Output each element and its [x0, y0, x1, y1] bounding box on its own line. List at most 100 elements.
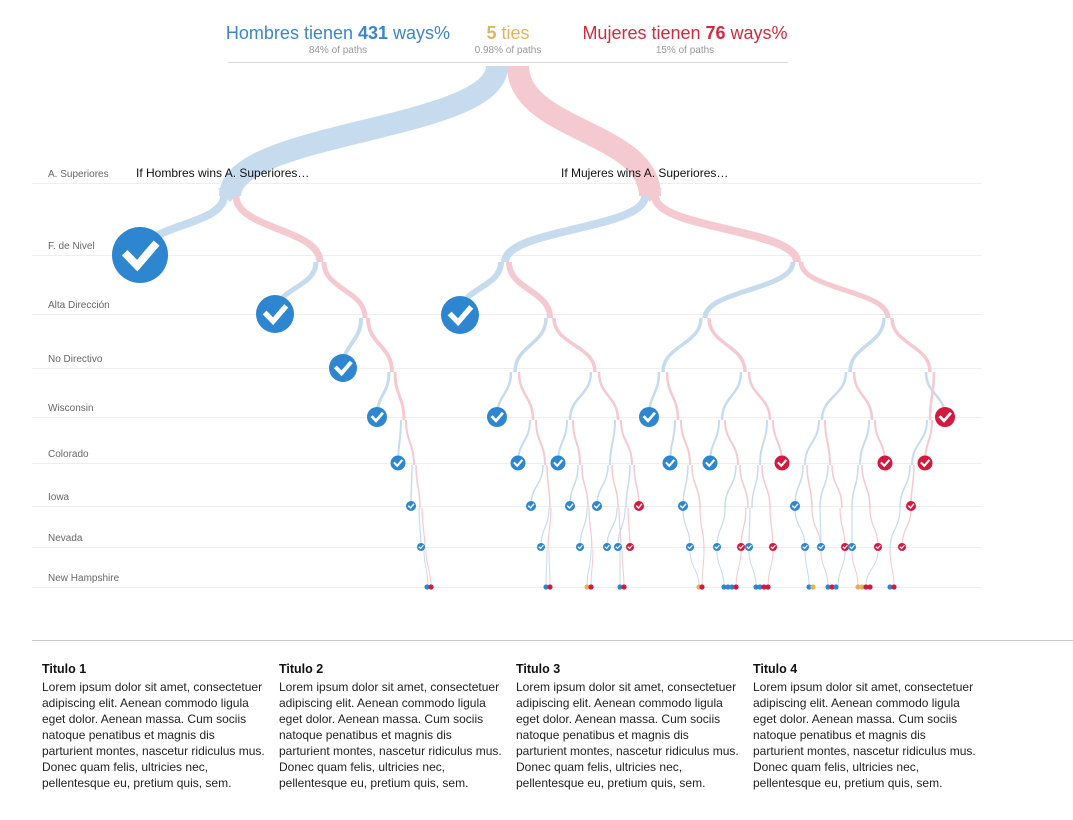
mujeres-win-icon [874, 543, 882, 551]
mujeres-path [321, 261, 368, 319]
check-mark-icon [615, 544, 621, 550]
check-mark-icon [627, 544, 633, 550]
mujeres-path [861, 464, 871, 509]
hombres-path [513, 317, 548, 373]
check-mark-icon [407, 503, 415, 509]
hombres-win-icon [825, 584, 831, 590]
mujeres-path [232, 195, 324, 263]
check-mark-icon [370, 411, 384, 423]
hombres-path [530, 464, 544, 507]
hombres-path [682, 464, 689, 507]
row-label: No Directivo [48, 354, 103, 365]
hombres-win-icon [729, 584, 735, 590]
mujeres-path [910, 464, 915, 507]
column-title: Titulo 2 [279, 662, 324, 676]
mujeres-path [740, 507, 747, 548]
check-mark-icon [714, 544, 720, 550]
row-rule [32, 463, 982, 464]
check-mark-icon [665, 459, 676, 468]
check-mark-icon [770, 544, 776, 550]
hombres-win-icon [543, 584, 549, 590]
mujeres-path [535, 419, 546, 466]
mujeres-win-icon [917, 455, 933, 471]
mujeres-path [651, 194, 801, 264]
hombres-win-icon [526, 501, 536, 511]
hombres-path [579, 507, 588, 548]
check-mark-icon [907, 503, 915, 509]
mujeres-path [680, 419, 691, 466]
mujeres-path [824, 419, 831, 466]
mujeres-path [547, 507, 552, 551]
hombres-path [889, 507, 901, 551]
mujeres-path [724, 419, 739, 466]
hombres-path [689, 549, 700, 588]
mujeres-win-icon [891, 584, 897, 590]
column-body: Lorem ipsum dolor sit amet, consectetuer… [42, 680, 265, 790]
check-mark-icon [577, 544, 583, 550]
mujeres-win-icon [621, 584, 627, 590]
check-mark-icon [121, 240, 160, 272]
mujeres-headline: Mujeres tienen 76 ways% [535, 22, 835, 44]
mujeres-count: 76 [705, 23, 726, 43]
hombres-win-icon [329, 354, 357, 382]
hombres-path [804, 419, 820, 466]
mujeres-win-icon [774, 455, 790, 471]
hombres-win-icon [848, 543, 856, 551]
mujeres-win-icon [626, 543, 634, 551]
hombres-win-icon [817, 543, 825, 551]
tree-nodes [112, 227, 955, 590]
hombres-path [716, 507, 726, 548]
hombres-win-icon [725, 584, 731, 590]
mujeres-win-icon [765, 584, 771, 590]
row-rule [32, 547, 982, 548]
check-mark-icon [553, 459, 564, 468]
hombres-path [820, 371, 848, 421]
header-rule [228, 62, 788, 63]
check-mark-icon [333, 360, 353, 377]
hombres-win-icon [801, 543, 809, 551]
check-mark-icon [642, 411, 656, 423]
mujeres-path [590, 549, 594, 588]
mujeres-path [699, 507, 705, 551]
ties-summary: 5 ties 0.98% of paths [460, 22, 556, 57]
row-label: Colorado [48, 449, 89, 460]
hombres-path [865, 549, 879, 588]
hombres-win-icon [603, 543, 611, 551]
mujeres-path [928, 371, 936, 421]
hombres-win-icon [833, 584, 839, 590]
mujeres-path [506, 261, 553, 319]
check-mark-icon [527, 503, 535, 509]
mujeres-win-icon [699, 584, 705, 590]
ties-count: 5 [486, 23, 497, 43]
hombres-path [751, 464, 759, 509]
hombres-win-icon [614, 543, 622, 551]
text-column-4: Titulo 4 Lorem ipsum dolor sit amet, con… [753, 662, 978, 791]
hombres-win-icon [550, 455, 566, 471]
hombres-win-icon [887, 584, 893, 590]
row-label: Iowa [48, 492, 70, 503]
mujeres-path [393, 371, 406, 421]
mujeres-path [747, 371, 772, 421]
hombres-win-icon [745, 543, 753, 551]
mujeres-win-icon [867, 584, 873, 590]
mujeres-path [548, 549, 551, 588]
mujeres-path [735, 549, 742, 588]
hombres-win-icon [406, 501, 416, 511]
check-mark-icon [802, 544, 808, 550]
mujeres-path [517, 371, 535, 421]
check-mark-icon [738, 544, 744, 550]
mujeres-win-icon [547, 584, 553, 590]
column-body: Lorem ipsum dolor sit amet, consectetuer… [753, 680, 976, 790]
mujeres-summary: Mujeres tienen 76 ways% 15% of paths [535, 22, 835, 57]
mujeres-path [415, 464, 421, 509]
mujeres-path [701, 549, 705, 588]
check-mark-icon [938, 411, 952, 423]
branch-tip [218, 188, 242, 202]
mujeres-path [767, 549, 774, 588]
tie-icon [810, 584, 816, 590]
check-mark-icon [418, 544, 424, 550]
mujeres-path [633, 464, 640, 507]
mujeres-path [588, 507, 593, 551]
check-mark-icon [566, 503, 574, 509]
hombres-win-icon [256, 295, 294, 333]
